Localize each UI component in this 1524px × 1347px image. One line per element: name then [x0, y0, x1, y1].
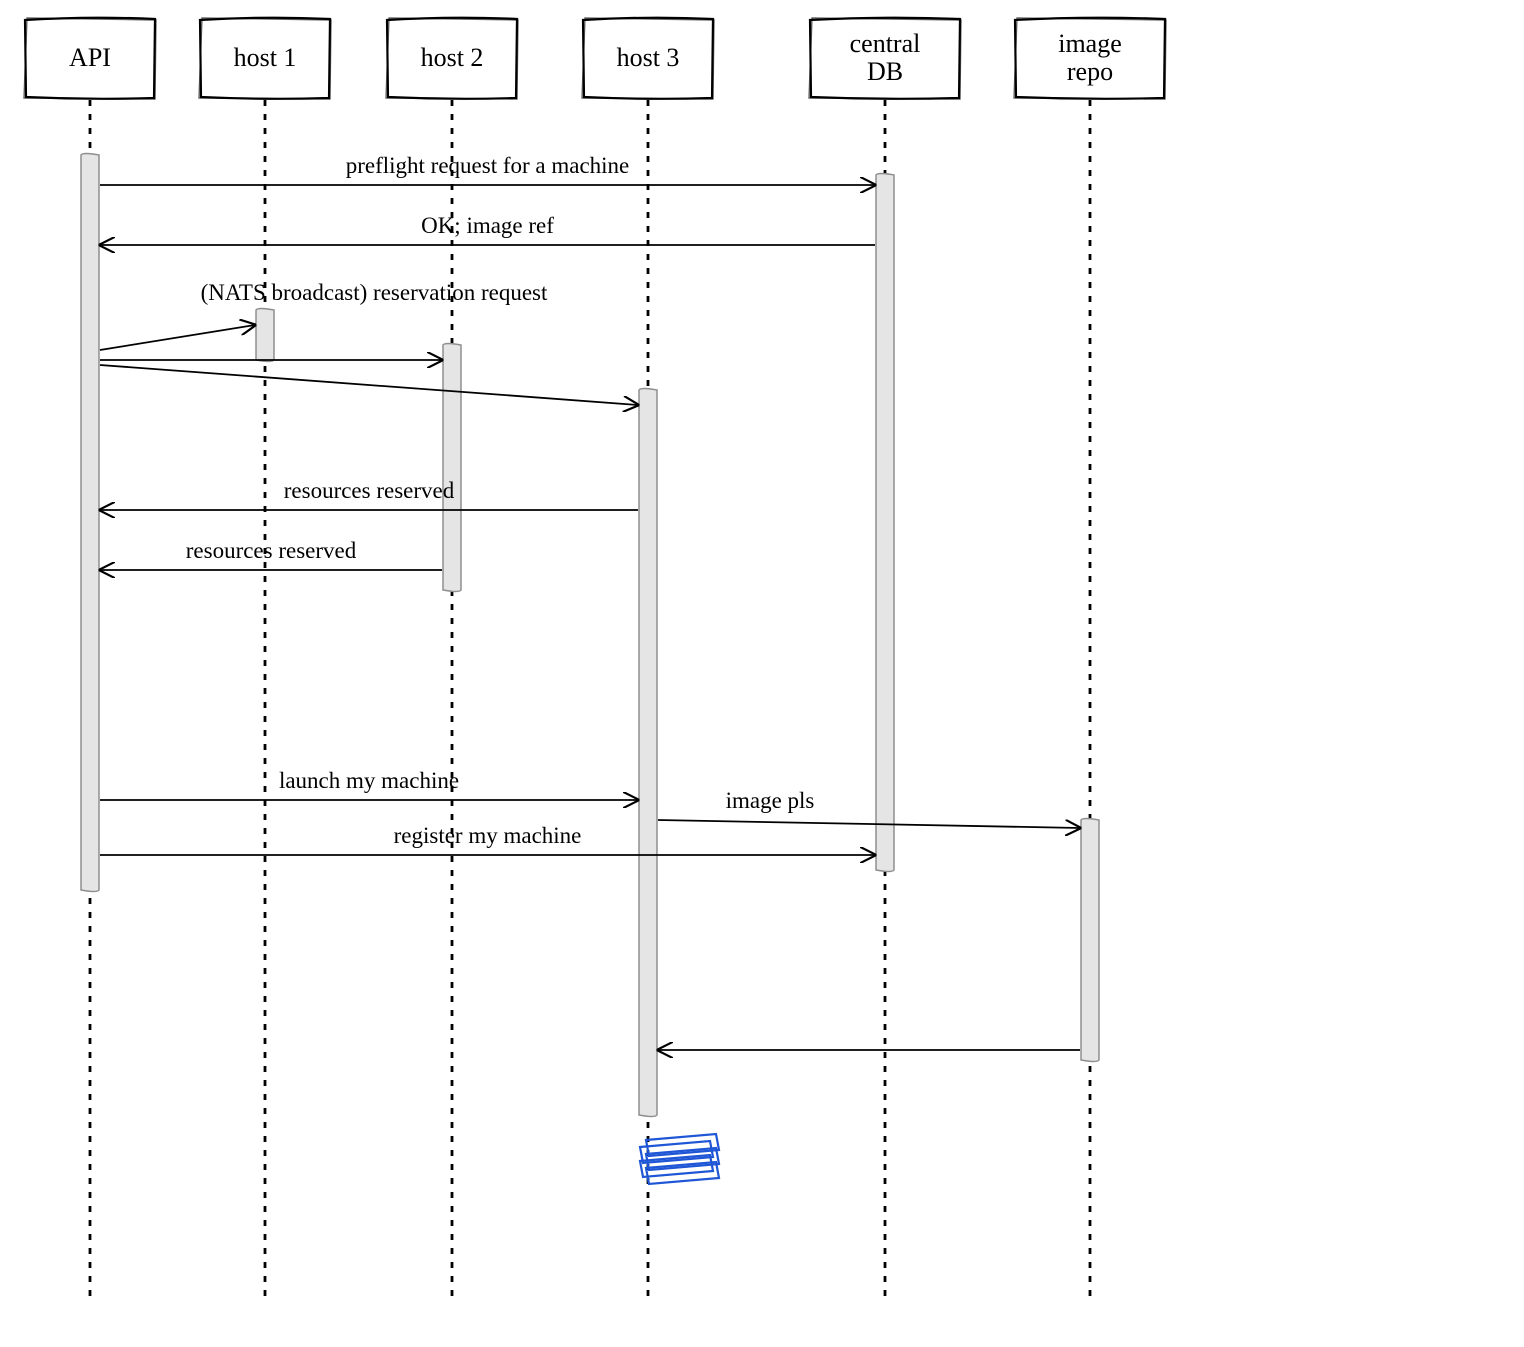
activation-db: [876, 174, 894, 872]
message-label: resources reserved: [284, 478, 455, 503]
message-label: (NATS broadcast) reservation request: [201, 280, 548, 305]
activation-api: [81, 154, 99, 892]
activation-h1: [256, 309, 274, 362]
actor-box-h3: host 3: [582, 18, 714, 99]
message-arrow: [100, 365, 638, 405]
message-arrow: [658, 820, 1080, 828]
sequence-diagram: API host 1 host 2 host 3 centralDB imagerepo p…: [0, 0, 1524, 1347]
message-label: image pls: [726, 788, 815, 813]
message-label: preflight request for a machine: [346, 153, 630, 178]
actor-box-api: API: [24, 18, 156, 99]
activation-h3: [639, 389, 657, 1117]
image-stack-icon: [640, 1134, 719, 1184]
message-arrow: [100, 325, 255, 350]
actor-label-h1: host 1: [234, 43, 297, 72]
actor-box-db: centralDB: [809, 18, 961, 99]
actor-label-api: API: [69, 43, 111, 72]
actor-label-repo: repo: [1067, 57, 1113, 86]
activation-repo: [1081, 819, 1099, 1062]
message-label: resources reserved: [186, 538, 357, 563]
actor-box-repo: imagerepo: [1014, 18, 1166, 99]
actor-label-h3: host 3: [617, 43, 680, 72]
actor-label-db: DB: [867, 57, 903, 86]
actor-box-h1: host 1: [199, 18, 331, 99]
actor-label-repo: image: [1058, 29, 1122, 58]
activation-h2: [443, 344, 461, 592]
message-label: register my machine: [394, 823, 582, 848]
message-label: launch my machine: [279, 768, 459, 793]
message-label: OK; image ref: [421, 213, 554, 238]
actor-label-db: central: [850, 29, 921, 58]
actor-label-h2: host 2: [421, 43, 484, 72]
actor-box-h2: host 2: [386, 18, 518, 99]
